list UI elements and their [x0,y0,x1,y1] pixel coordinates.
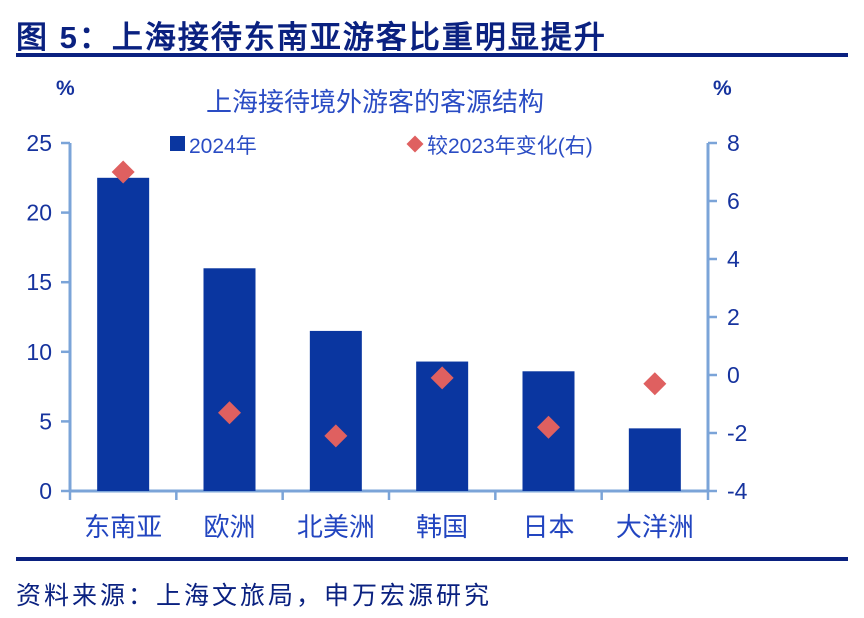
category-label-欧洲: 欧洲 [203,512,255,542]
left-axis-unit-label: % [56,77,75,100]
category-label-北美洲: 北美洲 [297,512,375,542]
chart-title: 上海接待境外游客的客源结构 [205,87,544,117]
left-axis-tick-label: 25 [26,130,52,156]
category-label-东南亚: 东南亚 [84,512,162,542]
marker-东南亚 [111,160,135,184]
left-axis-tick-label: 0 [39,478,52,504]
figure-title: 图 5：上海接待东南亚游客比重明显提升 [16,20,607,55]
source-text: 资料来源：上海文旅局，申万宏源研究 [16,582,493,610]
legend-label-change: 较2023年变化(右) [427,135,593,158]
marker-欧洲 [218,401,241,425]
right-axis-tick-label: 2 [727,304,740,330]
right-axis-tick-label: 6 [727,188,740,214]
bar-北美洲 [309,330,362,491]
source-divider [16,557,848,561]
left-axis-tick-label: 10 [26,339,52,365]
title-underline [16,53,848,57]
category-label-韩国: 韩国 [416,512,468,542]
bar-大洋洲 [628,428,681,491]
marker-大洋洲 [643,372,667,396]
marker-韩国 [430,366,454,390]
bar-series-swatch-icon [170,136,185,151]
category-label-日本: 日本 [522,512,574,542]
bar-欧洲 [203,268,256,491]
left-axis-tick-label: 15 [26,269,52,295]
plot-svg: 0 5 10 15 20 25 -4 -2 0 2 4 6 8 东南亚 欧洲 北美洲 韩国 日本 大洋洲 [26,130,748,542]
left-axis-tick-label: 20 [26,200,52,226]
left-axis-tick-label: 5 [39,408,52,434]
right-axis-tick-label: 8 [727,130,740,156]
category-label-大洋洲: 大洋洲 [616,512,694,542]
legend-label-2024: 2024年 [189,135,257,158]
bar-东南亚 [97,177,150,492]
right-axis-tick-label: -2 [727,420,747,446]
marker-日本 [537,415,560,439]
marker-北美洲 [324,424,348,448]
right-axis-tick-label: 0 [727,362,740,388]
right-axis-tick-label: -4 [727,478,748,504]
right-axis-unit-label: % [713,77,732,100]
right-axis-tick-label: 4 [727,246,740,272]
